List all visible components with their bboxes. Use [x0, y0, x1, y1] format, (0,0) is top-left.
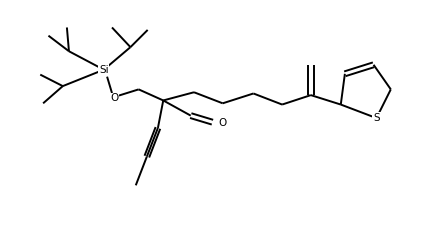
Text: O: O: [110, 93, 118, 103]
Text: Si: Si: [99, 65, 109, 75]
Text: S: S: [373, 113, 380, 123]
Text: O: O: [219, 118, 227, 128]
